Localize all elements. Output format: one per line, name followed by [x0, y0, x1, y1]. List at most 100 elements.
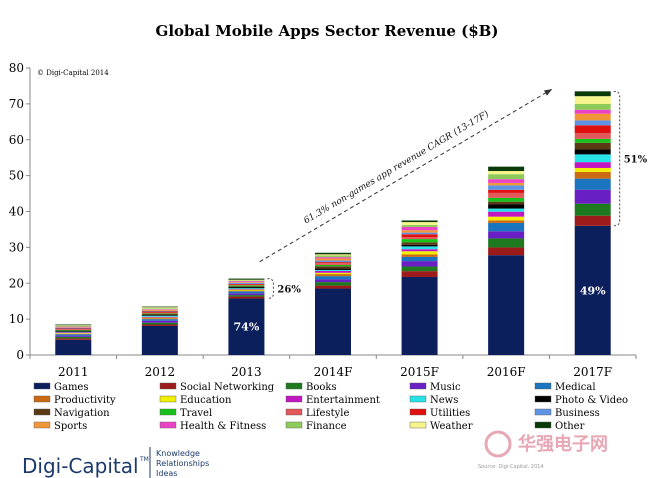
- legend-swatch: [534, 421, 552, 429]
- x-tick-label: 2013: [231, 365, 262, 379]
- legend-label: Travel: [180, 408, 212, 419]
- bar-segment-2011-sports: [55, 327, 92, 328]
- bar-segment-2012-business: [141, 310, 178, 312]
- bar-segment-2016f-social-networking: [488, 247, 525, 256]
- legend-item-health-fitness: Health & Fitness: [159, 421, 266, 432]
- bar-segment-2017f-lifestyle: [574, 133, 611, 139]
- bar-segment-2016f-utilities: [488, 189, 525, 193]
- bar-segment-2011-business: [55, 327, 92, 329]
- bar-segment-2012-music: [141, 320, 178, 323]
- bar-segment-2016f-productivity: [488, 220, 525, 223]
- legend-label: News: [430, 395, 458, 406]
- bar-segment-2011-photo-video: [55, 330, 92, 332]
- bar-segment-2014f-games: [315, 288, 351, 355]
- bar-segment-2014f-lifestyle: [315, 263, 351, 265]
- bar-segment-2016f-games: [488, 255, 525, 355]
- bar-segment-2017f-entertainment: [574, 162, 611, 168]
- bar-segment-2012-other: [141, 306, 178, 308]
- bar-segment-2011-productivity: [55, 333, 92, 335]
- bar-segment-2016f-lifestyle: [488, 192, 525, 198]
- legend-item-sports: Sports: [33, 421, 87, 432]
- legend-item-music: Music: [409, 382, 461, 393]
- bar-segment-2016f-other: [488, 166, 525, 172]
- bar-segment-2012-health-fitness: [141, 309, 178, 310]
- legend-swatch: [285, 395, 303, 403]
- bar-segment-2017f-games: [574, 225, 611, 355]
- bar-segment-2013-other: [228, 278, 265, 280]
- bar-segment-2011-navigation: [55, 330, 92, 332]
- bar-segment-2012-photo-video: [141, 314, 178, 316]
- legend-label: Navigation: [54, 408, 110, 419]
- watermark: 华强电子网: [484, 430, 608, 458]
- bar-segment-2017f-education: [574, 167, 611, 172]
- bar-segment-2011-education: [55, 333, 92, 334]
- bars: [55, 91, 611, 355]
- bar-segment-2015f-social-networking: [401, 271, 438, 277]
- footer: Digi-Capital TM Knowledge Relationships …: [22, 430, 608, 478]
- legend-label: Lifestyle: [306, 408, 349, 419]
- bracket-2017: [613, 90, 621, 227]
- legend-label: Finance: [306, 421, 347, 432]
- bar-segment-2015f-other: [401, 220, 438, 223]
- bar-segment-2016f-entertainment: [488, 211, 525, 217]
- bar-segment-2013-books: [228, 295, 265, 297]
- bar-segment-2017f-books: [574, 203, 611, 216]
- bar-segment-2011-social-networking: [55, 338, 92, 340]
- bar-segment-2013-travel: [228, 285, 265, 287]
- bar-segment-2017f-business: [574, 120, 611, 126]
- bar-segment-2015f-photo-video: [401, 244, 438, 247]
- legend-item-weather: Weather: [409, 421, 473, 432]
- bar-segment-2014f-photo-video: [315, 268, 351, 270]
- bar-segment-2014f-medical: [315, 276, 351, 280]
- bar-segment-2017f-medical: [574, 178, 611, 190]
- legend-label: Entertainment: [306, 395, 380, 406]
- x-tick-label: 2011: [58, 365, 89, 379]
- bar-segment-2016f-weather: [488, 171, 525, 175]
- bar-segment-2012-education: [141, 317, 178, 319]
- y-tick-label: 70: [9, 97, 24, 111]
- bar-segment-2016f-travel: [488, 197, 525, 202]
- bar-segment-2012-productivity: [141, 318, 178, 320]
- other-share-2013: 26%: [277, 285, 301, 296]
- bar-segment-2017f-news: [574, 154, 611, 163]
- bar-segment-2016f-news: [488, 208, 525, 212]
- bar-segment-2013-music: [228, 293, 265, 296]
- bar-segment-2011-finance: [55, 325, 92, 327]
- x-tick-label: 2016F: [487, 365, 526, 379]
- legend-item-photo-video: Photo & Video: [534, 395, 628, 406]
- bar-segment-2017f-navigation: [574, 142, 611, 150]
- legend-label: Utilities: [430, 408, 470, 419]
- legend-item-entertainment: Entertainment: [285, 395, 380, 406]
- axes: 0 10 20 30 40 50 60 70 80 2011 2012 2013 2014F 2015F 2…: [9, 61, 637, 379]
- bar-segment-2016f-health-fitness: [488, 179, 525, 183]
- bar-segment-2013-weather: [228, 279, 265, 281]
- legend-swatch: [409, 382, 427, 390]
- bar-segment-2011-utilities: [55, 328, 92, 330]
- bar-segment-2015f-education: [401, 251, 438, 255]
- bar-segment-2015f-medical: [401, 256, 438, 262]
- source-note: Source: Digi-Capital, 2014: [478, 464, 544, 470]
- legend-label: Weather: [430, 421, 473, 432]
- chart-title: Global Mobile Apps Sector Revenue ($B): [156, 22, 499, 40]
- bar-segment-2011-medical: [55, 334, 92, 336]
- bar-segment-2014f-utilities: [315, 262, 351, 264]
- bar-segment-2015f-finance: [401, 224, 438, 227]
- bar-segment-2012-navigation: [141, 313, 178, 315]
- x-tick-label: 2012: [145, 365, 176, 379]
- legend-swatch: [33, 382, 51, 390]
- legend-item-games: Games: [33, 382, 88, 393]
- bar-segment-2014f-books: [315, 282, 351, 286]
- bar-segment-2014f-other: [315, 252, 351, 255]
- other-share-2017: 51%: [624, 155, 648, 166]
- bar-segment-2017f-sports: [574, 113, 611, 121]
- bar-segment-2015f-news: [401, 246, 438, 250]
- legend-swatch: [33, 421, 51, 429]
- legend-label: Other: [555, 421, 585, 432]
- bar-segment-2016f-business: [488, 185, 525, 190]
- cagr-arrow: [259, 89, 553, 263]
- bar-segment-2014f-sports: [315, 258, 351, 261]
- watermark-text: 华强电子网: [518, 433, 608, 455]
- bar-segment-2013-photo-video: [228, 287, 265, 289]
- y-tick-label: 80: [9, 61, 24, 75]
- legend-label: Music: [430, 382, 461, 393]
